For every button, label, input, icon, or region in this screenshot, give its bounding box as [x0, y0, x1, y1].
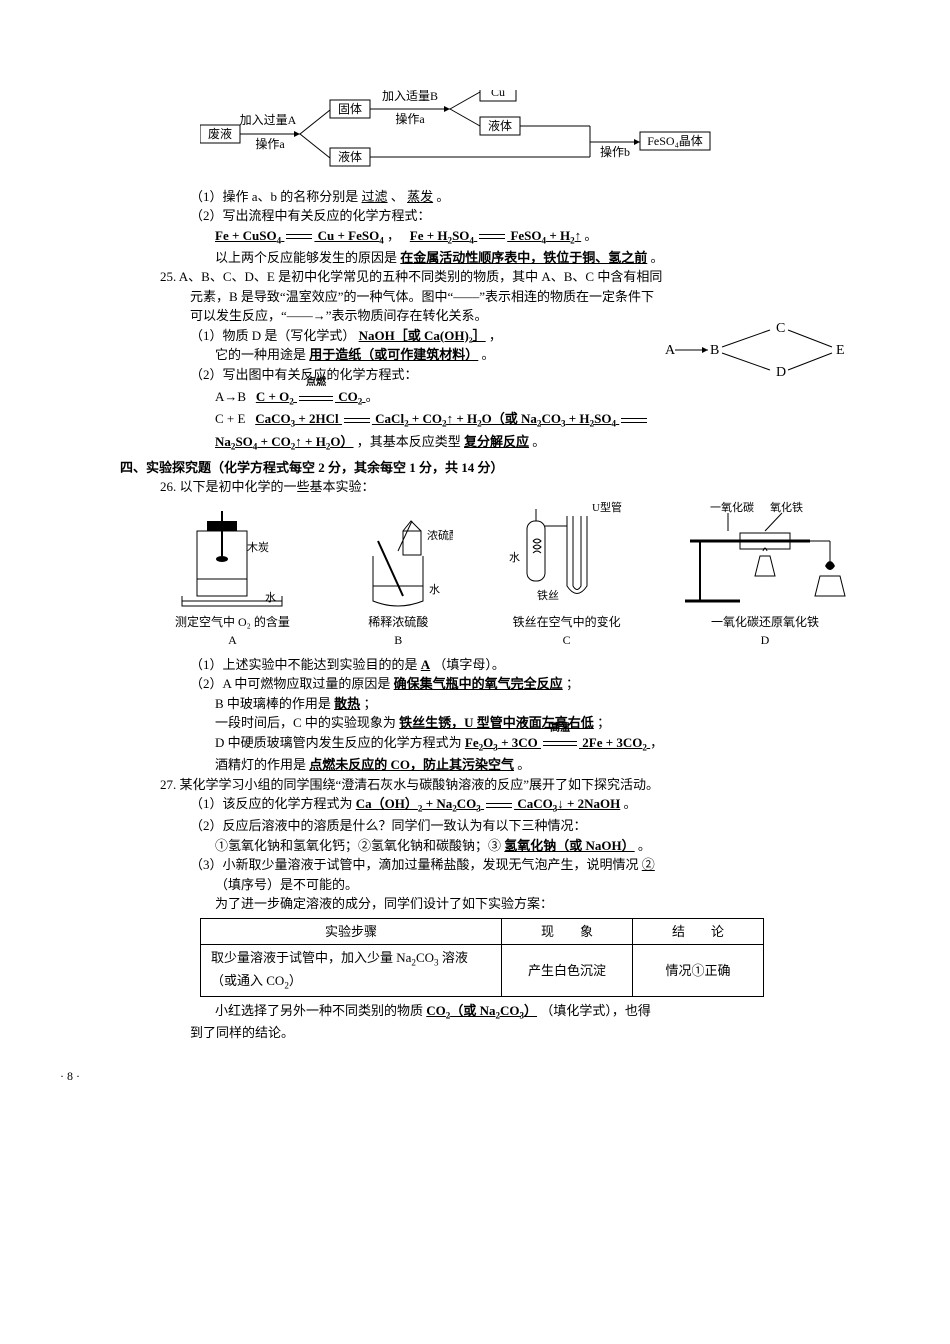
flow-svg: 废液 加入过量A 操作a 固体 液体 加入适量B 操作a Cu 液体	[200, 90, 790, 175]
fig-C: U型管 水 铁丝 铁丝在空气中的变化 C	[507, 501, 627, 649]
q27-p4b: 到了同样的结论。	[190, 1023, 850, 1043]
q26-p2a: （2）A 中可燃物应取过量的原因是 确保集气瓶中的氧气完全反应 ；	[190, 674, 850, 694]
q24-reason: 以上两个反应能够发生的原因是 在金属活动性顺序表中，铁位于铜、氢之前 。	[215, 248, 850, 268]
th-conc: 结 论	[633, 918, 764, 945]
q25-eq-ce: C + E CaCO3 + 2HCl CaCl2 + CO2↑ + H2O（或 …	[215, 409, 850, 431]
svg-text:B: B	[710, 343, 719, 358]
q25-ans-D: NaOH［或 Ca(OH)₂］	[359, 328, 486, 343]
section4-title: 四、实验探究题（化学方程式每空 2 分，其余每空 1 分，共 14 分）	[120, 458, 850, 478]
q25-eq-ce2: Na2SO4 + CO2↑ + H2O） ，其基本反应类型 复分解反应 。	[215, 432, 850, 454]
svg-text:水: 水	[265, 591, 276, 604]
q26-ans-B: 散热	[334, 696, 360, 711]
svg-text:水: 水	[429, 583, 440, 596]
td-phenom: 产生白色沉淀	[502, 945, 633, 996]
svg-text:U型管: U型管	[592, 501, 622, 514]
svg-text:加入适量B: 加入适量B	[382, 90, 438, 103]
fig-D: 一氧化碳 氧化铁 一氧化碳还原氧化铁 D	[680, 501, 850, 649]
svg-text:加入过量A: 加入过量A	[240, 113, 297, 127]
q26-figures: 木炭 水 测定空气中 O₂ 的含量 A 浓硫酸 水 稀释浓硫酸 B	[175, 501, 850, 649]
q26-ans-A: 确保集气瓶中的氧气完全反应	[394, 676, 563, 691]
svg-text:一氧化碳: 一氧化碳	[710, 501, 754, 514]
svg-text:D: D	[776, 365, 786, 380]
q24-flow-diagram: 废液 加入过量A 操作a 固体 液体 加入适量B 操作a Cu 液体	[200, 90, 850, 181]
th-phenom: 现 象	[502, 918, 633, 945]
svg-text:固体: 固体	[338, 102, 362, 116]
q27-p3: （3）小新取少量溶液于试管中，滴加过量稀盐酸，发现无气泡产生，说明情况 ②	[190, 855, 850, 875]
q24-ans-opa: 过滤	[362, 189, 388, 204]
q25-eq-ab: A→B C + O2 点燃 CO2 。	[215, 387, 850, 409]
q26-p2c: 一段时间后，C 中的实验现象为 铁丝生锈，U 型管中液面左高右低 ；	[215, 713, 850, 733]
q24-ans-reason: 在金属活动性顺序表中，铁位于铜、氢之前	[400, 250, 647, 265]
svg-text:木炭: 木炭	[247, 541, 269, 554]
q27-p3c: 为了进一步确定溶液的成分，同学们设计了如下实验方案：	[215, 894, 850, 914]
svg-text:液体: 液体	[488, 118, 512, 133]
q27-p1: （1）该反应的化学方程式为 Ca（OH）2 + Na2CO3 CaCO3↓ + …	[190, 794, 850, 816]
svg-text:FeSO₄晶体: FeSO₄晶体	[647, 134, 703, 148]
q26-ans-lamp: 点燃未反应的 CO，防止其污染空气	[309, 757, 514, 772]
q26-stem: 26. 以下是初中化学的一些基本实验：	[160, 477, 850, 497]
svg-text:铁丝: 铁丝	[537, 589, 559, 602]
q24-eq1: Fe + CuSO4 Cu + FeSO4	[215, 228, 384, 243]
svg-text:E: E	[836, 343, 845, 358]
q24-part2: （2）写出流程中有关反应的化学方程式：	[190, 206, 850, 226]
q26-p1: （1）上述实验中不能达到实验目的的是 A （填字母）。	[190, 655, 850, 675]
svg-text:水: 水	[509, 551, 520, 564]
q27-ans-3: 氢氧化钠（或 NaOH）	[504, 838, 634, 853]
q25-stem: 25. A、B、C、D、E 是初中化学常见的五种不同类别的物质，其中 A、B、C…	[160, 267, 850, 326]
q26-p2d: D 中硬质玻璃管内发生反应的化学方程式为 Fe2O3 + 3CO 高温 2Fe …	[215, 733, 850, 755]
q26-p2e: 酒精灯的作用是 点燃未反应的 CO，防止其污染空气 。	[215, 755, 850, 775]
th-step: 实验步骤	[201, 918, 502, 945]
q27-p4: 小红选择了另外一种不同类别的物质 CO2（或 Na2CO3） （填化学式），也得	[215, 1001, 850, 1023]
q25-relation-diagram: A B C D E	[660, 322, 850, 388]
svg-text:操作a: 操作a	[395, 111, 425, 126]
q24-equations: Fe + CuSO4 Cu + FeSO4 ， Fe + H2SO4 FeSO4…	[215, 226, 850, 248]
svg-text:液体: 液体	[338, 149, 362, 164]
q25-ans-use: 用于造纸（或可作建筑材料）	[309, 347, 478, 362]
q27-p2: （2）反应后溶液中的溶质是什么？同学们一致认为有以下三种情况：	[190, 816, 850, 836]
fig-A: 木炭 水 测定空气中 O₂ 的含量 A	[175, 501, 290, 649]
q24-eq2: Fe + H2SO4 FeSO4 + H2↑	[410, 228, 581, 243]
q26-p2b: B 中玻璃棒的作用是 散热 ；	[215, 694, 850, 714]
svg-text:废液: 废液	[208, 126, 232, 141]
q24-part1: （1）操作 a、b 的名称分别是 过滤 、 蒸发 。	[190, 187, 850, 207]
q27-p2b: ①氢氧化钠和氢氧化钙；②氢氧化钠和碳酸钠；③ 氢氧化钠（或 NaOH） 。	[215, 836, 850, 856]
svg-text:A: A	[665, 343, 676, 358]
fig-B: 浓硫酸 水 稀释浓硫酸 B	[343, 501, 453, 649]
q26-ans-which: A	[421, 657, 430, 672]
svg-text:Cu: Cu	[491, 90, 505, 99]
q24-ans-opb: 蒸发	[407, 189, 433, 204]
q27-p3b: （填序号）是不可能的。	[215, 875, 850, 895]
td-step: 取少量溶液于试管中，加入少量 Na2CO3 溶液（或通入 CO2）	[201, 945, 502, 996]
page-number: · 8 ·	[60, 1067, 890, 1085]
q27-table: 实验步骤 现 象 结 论 取少量溶液于试管中，加入少量 Na2CO3 溶液（或通…	[200, 918, 764, 997]
q27-ans-which: ②	[642, 857, 655, 872]
q27-stem: 27. 某化学学习小组的同学围绕“澄清石灰水与碳酸钠溶液的反应”展开了如下探究活…	[160, 775, 850, 795]
td-conc: 情况①正确	[633, 945, 764, 996]
q25-ans-type: 复分解反应	[464, 434, 529, 449]
svg-text:浓硫酸: 浓硫酸	[427, 528, 453, 542]
svg-text:操作a: 操作a	[255, 136, 285, 151]
svg-text:氧化铁: 氧化铁	[770, 501, 803, 514]
svg-text:操作b: 操作b	[600, 144, 630, 159]
svg-text:C: C	[776, 322, 785, 336]
